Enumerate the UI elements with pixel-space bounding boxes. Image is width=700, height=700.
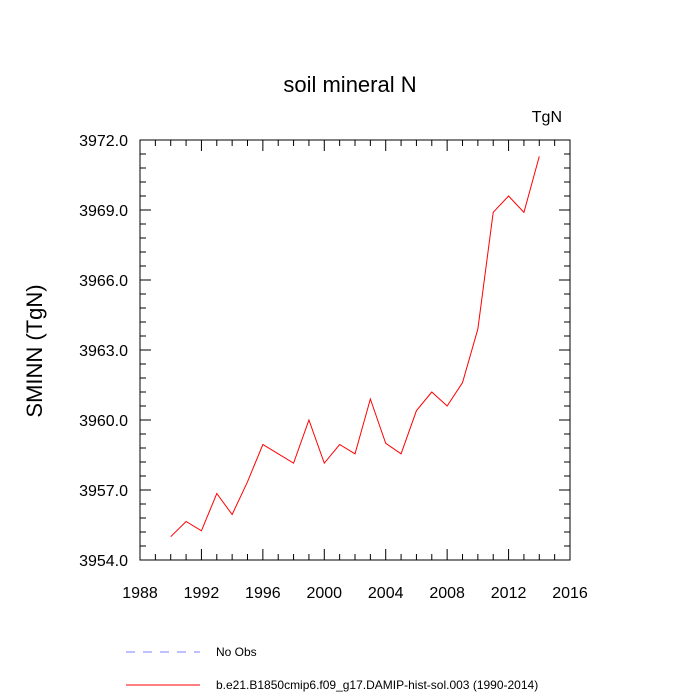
y-tick-label: 3957.0: [79, 483, 128, 500]
x-tick-label: 2000: [306, 585, 342, 602]
x-tick-label: 2016: [552, 585, 588, 602]
y-tick-label: 3969.0: [79, 203, 128, 220]
x-tick-label: 2012: [491, 585, 527, 602]
chart-title: soil mineral N: [283, 72, 416, 97]
y-tick-label: 3966.0: [79, 273, 128, 290]
y-tick-label: 3972.0: [79, 133, 128, 150]
x-tick-label: 2004: [368, 585, 404, 602]
units-label: TgN: [532, 109, 562, 126]
legend-label-no-obs: No Obs: [216, 645, 257, 659]
y-tick-label: 3954.0: [79, 553, 128, 570]
y-tick-label: 3963.0: [79, 343, 128, 360]
plot-frame: [139, 139, 571, 561]
x-tick-label: 1992: [184, 585, 220, 602]
x-tick-label: 2008: [429, 585, 465, 602]
x-tick-label: 1988: [122, 585, 158, 602]
plot-area: 1988 1992 1996 2000 2004 2008 2012 2016 3954.0 39…: [79, 133, 588, 602]
legend-label-model: b.e21.B1850cmip6.f09_g17.DAMIP-hist-sol.…: [216, 678, 538, 692]
y-axis-label: SMINN (TgN): [22, 284, 47, 417]
y-tick-label: 3960.0: [79, 413, 128, 430]
legend: No Obs b.e21.B1850cmip6.f09_g17.DAMIP-hi…: [126, 645, 538, 692]
series-line-1: [170, 156, 540, 538]
x-tick-label: 1996: [245, 585, 281, 602]
